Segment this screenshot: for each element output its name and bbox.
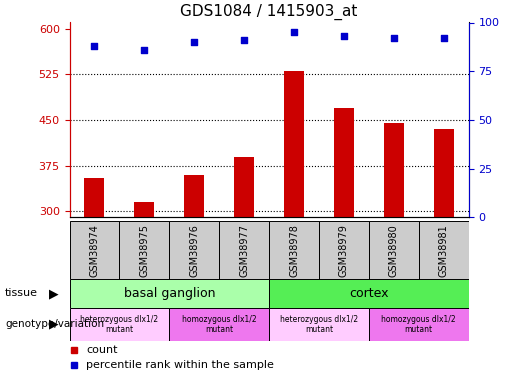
Bar [169, 308, 269, 341]
Text: ▶: ▶ [49, 318, 59, 331]
Point [440, 35, 448, 41]
Bar [70, 221, 119, 279]
Text: count: count [87, 345, 118, 355]
Text: GSM38974: GSM38974 [90, 224, 99, 277]
Bar [70, 279, 269, 308]
Text: homozygous dlx1/2
mutant: homozygous dlx1/2 mutant [182, 315, 256, 334]
Bar [369, 308, 469, 341]
Point [240, 37, 248, 43]
Bar [169, 221, 219, 279]
Bar [269, 308, 369, 341]
Text: GSM38977: GSM38977 [239, 224, 249, 277]
Bar [70, 308, 169, 341]
Text: heterozygous dlx1/2
mutant: heterozygous dlx1/2 mutant [280, 315, 358, 334]
Point [390, 35, 398, 41]
Bar [284, 71, 304, 217]
Bar [269, 221, 319, 279]
Bar [269, 279, 469, 308]
Bar [334, 108, 354, 218]
Title: GDS1084 / 1415903_at: GDS1084 / 1415903_at [180, 3, 358, 20]
Text: genotype/variation: genotype/variation [5, 320, 104, 329]
Bar [384, 123, 404, 218]
Bar [369, 221, 419, 279]
Text: GSM38978: GSM38978 [289, 224, 299, 277]
Bar [319, 221, 369, 279]
Point [290, 29, 298, 35]
Text: percentile rank within the sample: percentile rank within the sample [87, 360, 274, 370]
Bar [219, 221, 269, 279]
Text: GSM38975: GSM38975 [140, 224, 149, 277]
Point [90, 43, 98, 49]
Point [340, 33, 348, 39]
Bar [184, 175, 204, 217]
Text: ▶: ▶ [49, 287, 59, 300]
Text: GSM38981: GSM38981 [439, 224, 449, 277]
Text: heterozygous dlx1/2
mutant: heterozygous dlx1/2 mutant [80, 315, 159, 334]
Bar [419, 221, 469, 279]
Text: basal ganglion: basal ganglion [124, 287, 215, 300]
Bar [119, 221, 169, 279]
Text: GSM38980: GSM38980 [389, 224, 399, 277]
Bar [84, 178, 105, 218]
Text: tissue: tissue [5, 288, 38, 298]
Point [140, 47, 148, 53]
Text: homozygous dlx1/2
mutant: homozygous dlx1/2 mutant [382, 315, 456, 334]
Text: cortex: cortex [349, 287, 389, 300]
Bar [134, 202, 154, 217]
Text: GSM38976: GSM38976 [189, 224, 199, 277]
Bar [234, 156, 254, 218]
Bar [434, 129, 454, 218]
Text: GSM38979: GSM38979 [339, 224, 349, 277]
Point [190, 39, 198, 45]
